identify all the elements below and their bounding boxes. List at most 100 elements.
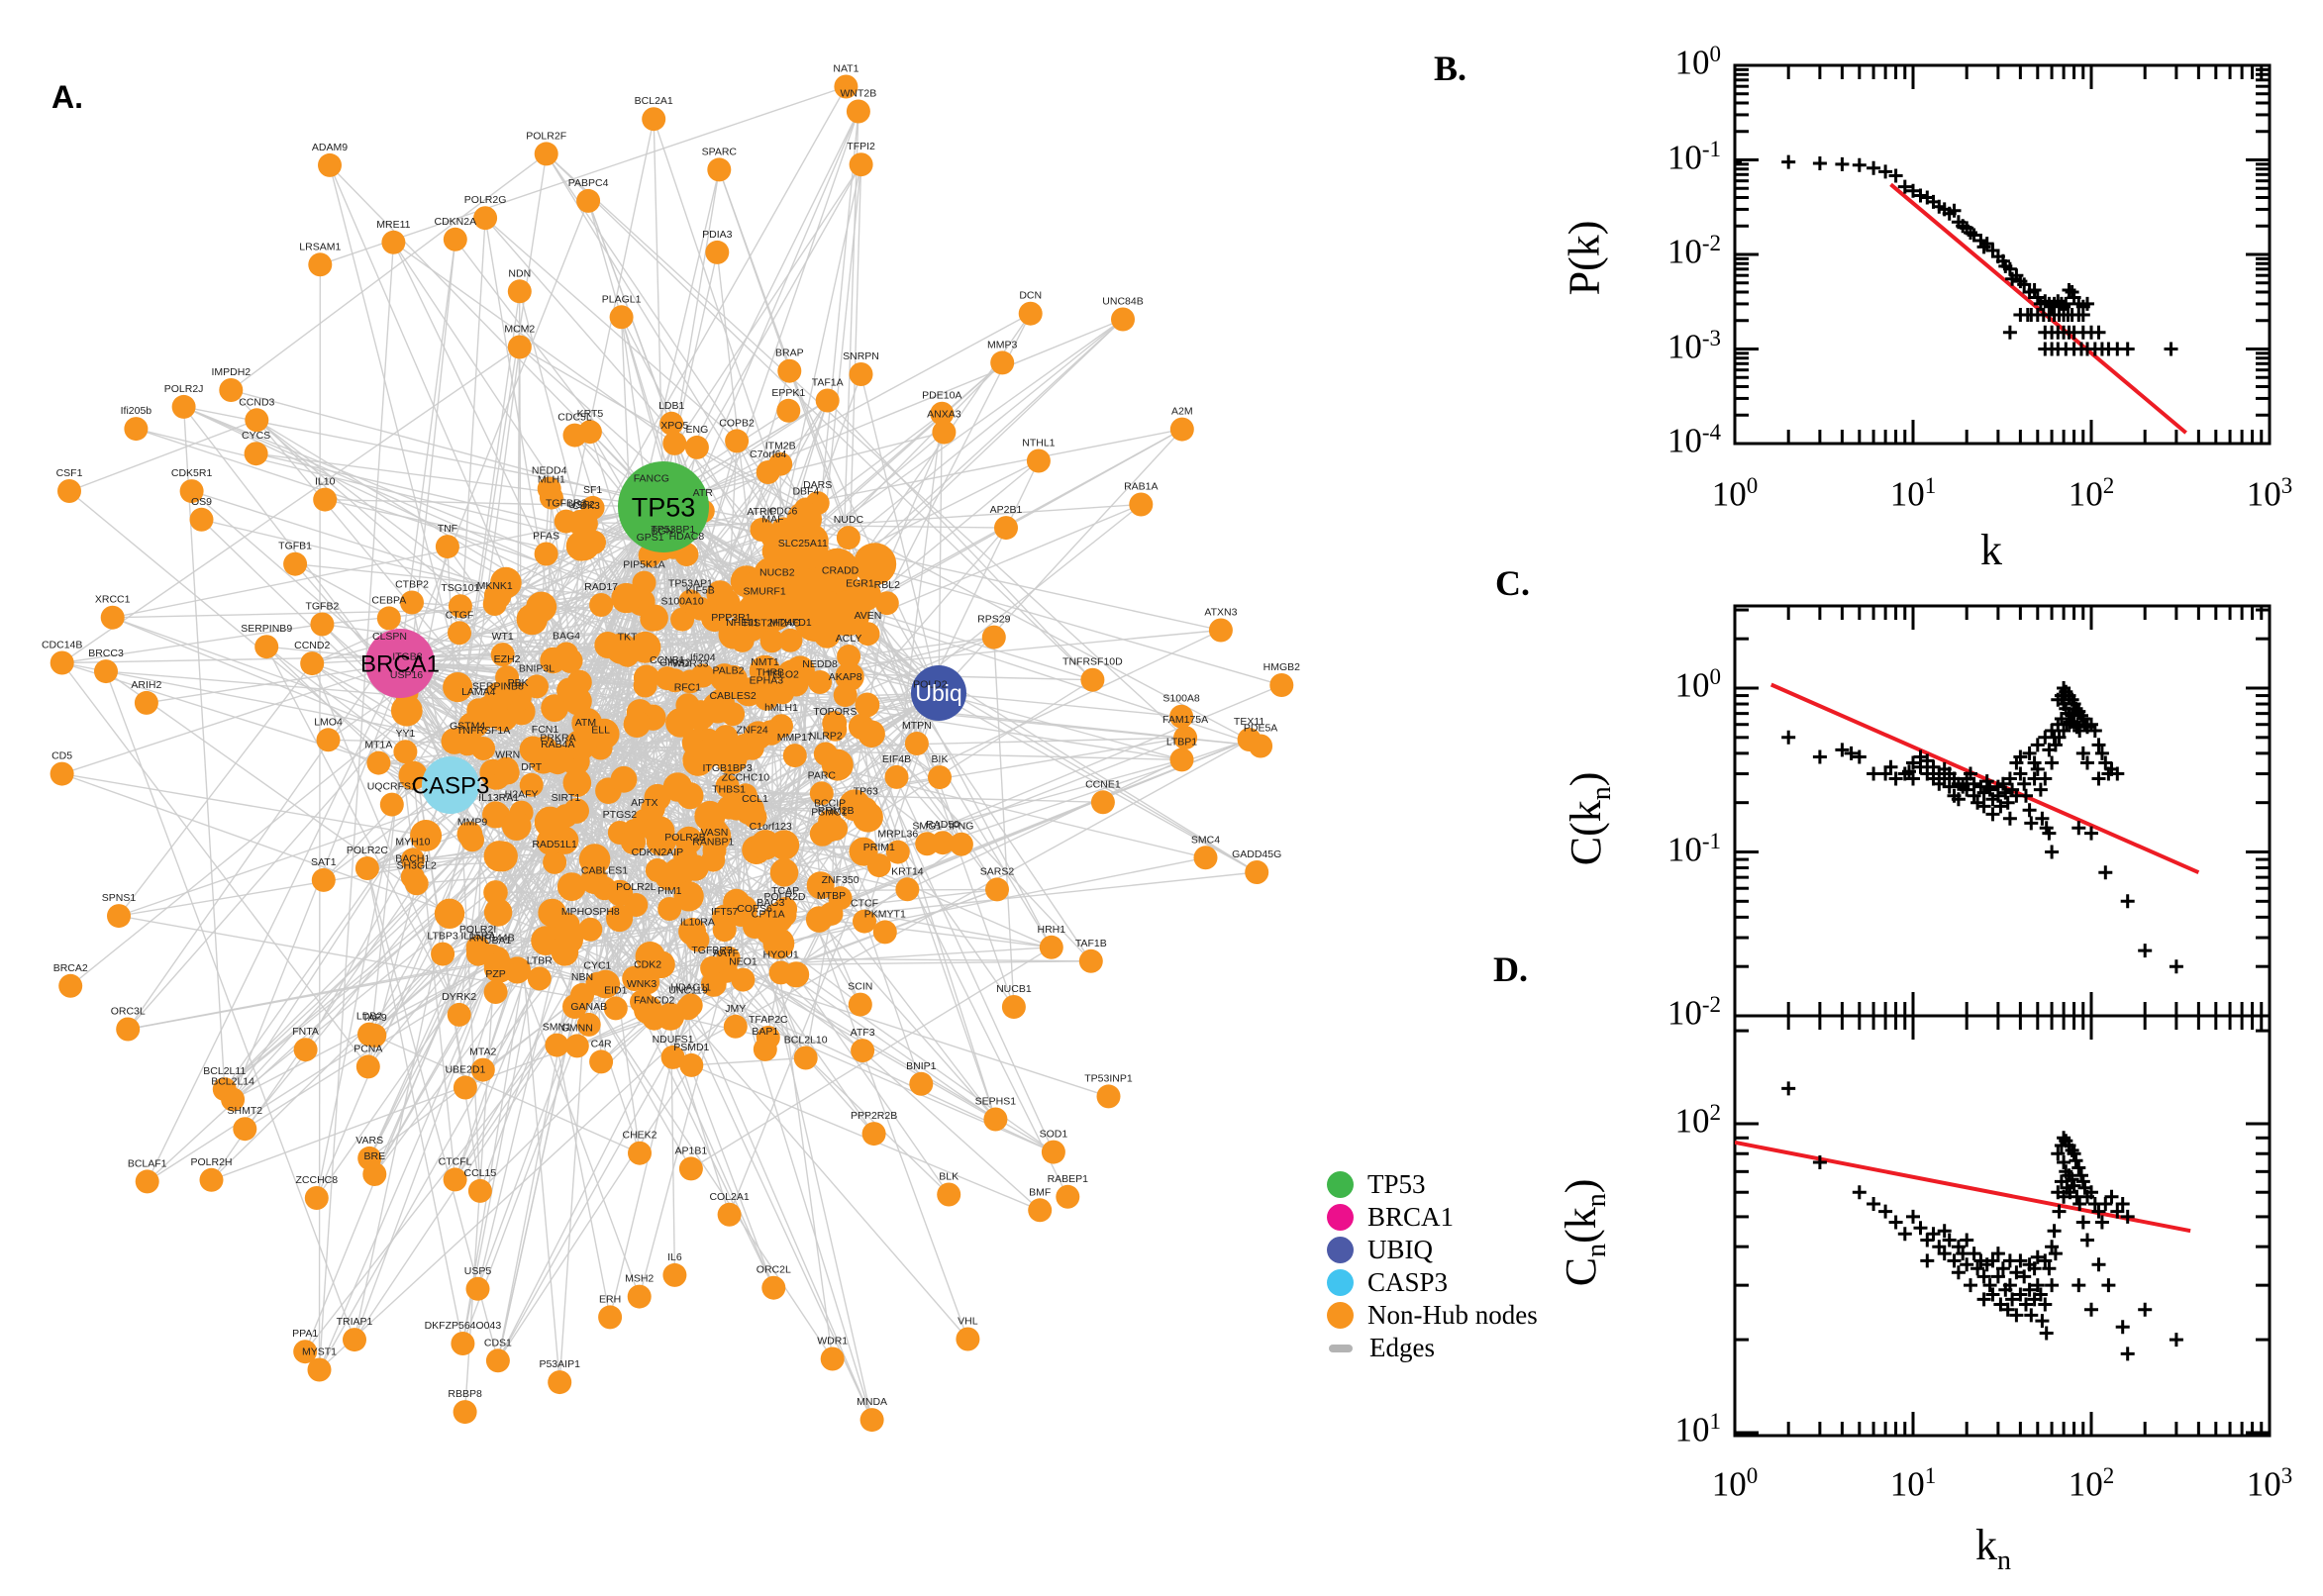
- gene-node-label: MTBP: [817, 890, 846, 902]
- gene-node-label: ANXA3: [927, 409, 961, 421]
- gene-node-label: HMGB2: [1263, 661, 1301, 673]
- gene-node-label: PLAGL1: [602, 293, 642, 305]
- gene-node: [564, 1034, 589, 1058]
- gene-node: [678, 1156, 703, 1181]
- gene-node-label: CCNB1: [650, 654, 685, 666]
- gene-node: [1169, 748, 1194, 772]
- gene-node: [116, 1017, 141, 1042]
- gene-node: [540, 647, 566, 674]
- gene-node-label: AP1B1: [675, 1145, 708, 1156]
- gene-node: [783, 961, 810, 988]
- gene-node: [710, 663, 739, 692]
- gene-node: [928, 765, 952, 790]
- gene-node: [519, 772, 544, 797]
- gene-node-label: AATF: [713, 948, 739, 959]
- gene-node-label: WT1: [492, 631, 514, 643]
- gene-node-label: BGN: [652, 525, 674, 537]
- gene-node-label: BCLAF1: [128, 1157, 167, 1169]
- gene-node-label: SMG1: [912, 820, 942, 832]
- gene-node-label: SHMT2: [228, 1105, 263, 1117]
- gene-node-label: MKNK1: [477, 580, 513, 592]
- gene-node-label: SMN1: [543, 1022, 571, 1034]
- gene-node-label: TP53BP1: [651, 524, 695, 536]
- gene-node: [556, 872, 586, 901]
- gene-node: [304, 1186, 329, 1210]
- gene-node-label: DBF4: [792, 486, 819, 498]
- gene-node: [725, 429, 750, 453]
- gene-node-label: CYCS: [242, 430, 270, 442]
- gene-node-label: CDK5R1: [171, 467, 213, 479]
- gene-node: [390, 694, 423, 727]
- gene-node: [357, 1022, 381, 1047]
- panel-c-letter: C.: [1495, 563, 1530, 603]
- gene-node-label: GADD45G: [1232, 848, 1281, 860]
- gene-node-label: RFC1: [674, 681, 702, 693]
- gene-node: [545, 1033, 569, 1057]
- gene-node-label: TAF1B: [1075, 938, 1107, 949]
- gene-node-label: WDR33: [672, 657, 709, 669]
- gene-node-label: SLC25A11: [778, 538, 828, 549]
- gene-node: [451, 1332, 475, 1355]
- gene-node: [293, 1038, 318, 1062]
- gene-node: [874, 591, 899, 616]
- gene-node-label: TAF9: [362, 1012, 387, 1024]
- scatter-points: [1781, 1081, 2183, 1361]
- panel-d-plot: [1733, 1014, 2272, 1438]
- gene-node-label: ATXN3: [1204, 607, 1237, 619]
- gene-node-label: CTCFL: [439, 1155, 472, 1167]
- gene-node-label: NDN: [508, 267, 531, 279]
- gene-node-label: MYH10: [395, 836, 430, 848]
- gene-node: [854, 543, 897, 586]
- gene-node: [588, 718, 620, 749]
- gene-node: [357, 1146, 382, 1170]
- gene-node-label: POLR2C: [347, 845, 388, 856]
- hub-node-label-tp53: TP53: [632, 492, 696, 522]
- gene-node: [1078, 948, 1103, 973]
- gene-node: [219, 378, 244, 402]
- gene-node-label: NEDD8: [802, 658, 838, 670]
- gene-node-label: CYC1: [583, 960, 611, 972]
- gene-node: [915, 832, 940, 856]
- gene-node-label: ARIH2: [131, 679, 161, 691]
- gene-node: [655, 862, 683, 891]
- gene-node-label: WRN: [495, 749, 520, 761]
- gene-node-label: A2M: [1171, 406, 1193, 418]
- gene-node-label: CCND2: [294, 640, 330, 651]
- gene-node: [633, 673, 657, 698]
- gene-node: [540, 746, 568, 773]
- gene-node: [300, 651, 325, 676]
- gene-node-label: SOD1: [1040, 1129, 1068, 1141]
- x-tick-label: 100: [1711, 473, 1759, 514]
- gene-node: [983, 1107, 1008, 1132]
- gene-node-label: FCN1: [532, 724, 559, 736]
- gene-node: [404, 871, 429, 896]
- gene-node-label: RABEP1: [1048, 1173, 1089, 1185]
- gene-node-label: ZCCHC10: [722, 771, 770, 783]
- gene-node-label: CDC5L: [557, 412, 592, 424]
- gene-node: [376, 606, 401, 631]
- gene-node: [434, 898, 465, 929]
- gene-node-label: CCND3: [239, 396, 274, 408]
- fit-line: [1769, 682, 2200, 875]
- gene-node-label: UNC84B: [1102, 296, 1143, 308]
- gene-node-label: SIRT1: [552, 792, 581, 804]
- gene-node-label: BRAP: [775, 348, 804, 359]
- gene-node: [313, 487, 338, 512]
- gene-node: [937, 1182, 961, 1207]
- gene-node: [1169, 417, 1194, 442]
- gene-node: [606, 904, 634, 933]
- legend-label: Edges: [1369, 1333, 1435, 1362]
- gene-node-label: VASN: [701, 827, 729, 839]
- gene-node-label: CDK2: [634, 958, 661, 970]
- gene-node: [782, 744, 807, 768]
- gene-node: [563, 798, 589, 824]
- gene-node-label: THRB: [757, 667, 785, 679]
- gene-node: [221, 1087, 246, 1112]
- gene-node-label: PPA1: [292, 1328, 318, 1340]
- gene-node-label: RRM2B: [818, 805, 855, 817]
- fit-line: [1735, 1140, 2191, 1234]
- gene-node-label: SCIN: [848, 981, 872, 993]
- y-tick-label: 10-1: [1666, 136, 1721, 177]
- gene-node: [244, 442, 268, 466]
